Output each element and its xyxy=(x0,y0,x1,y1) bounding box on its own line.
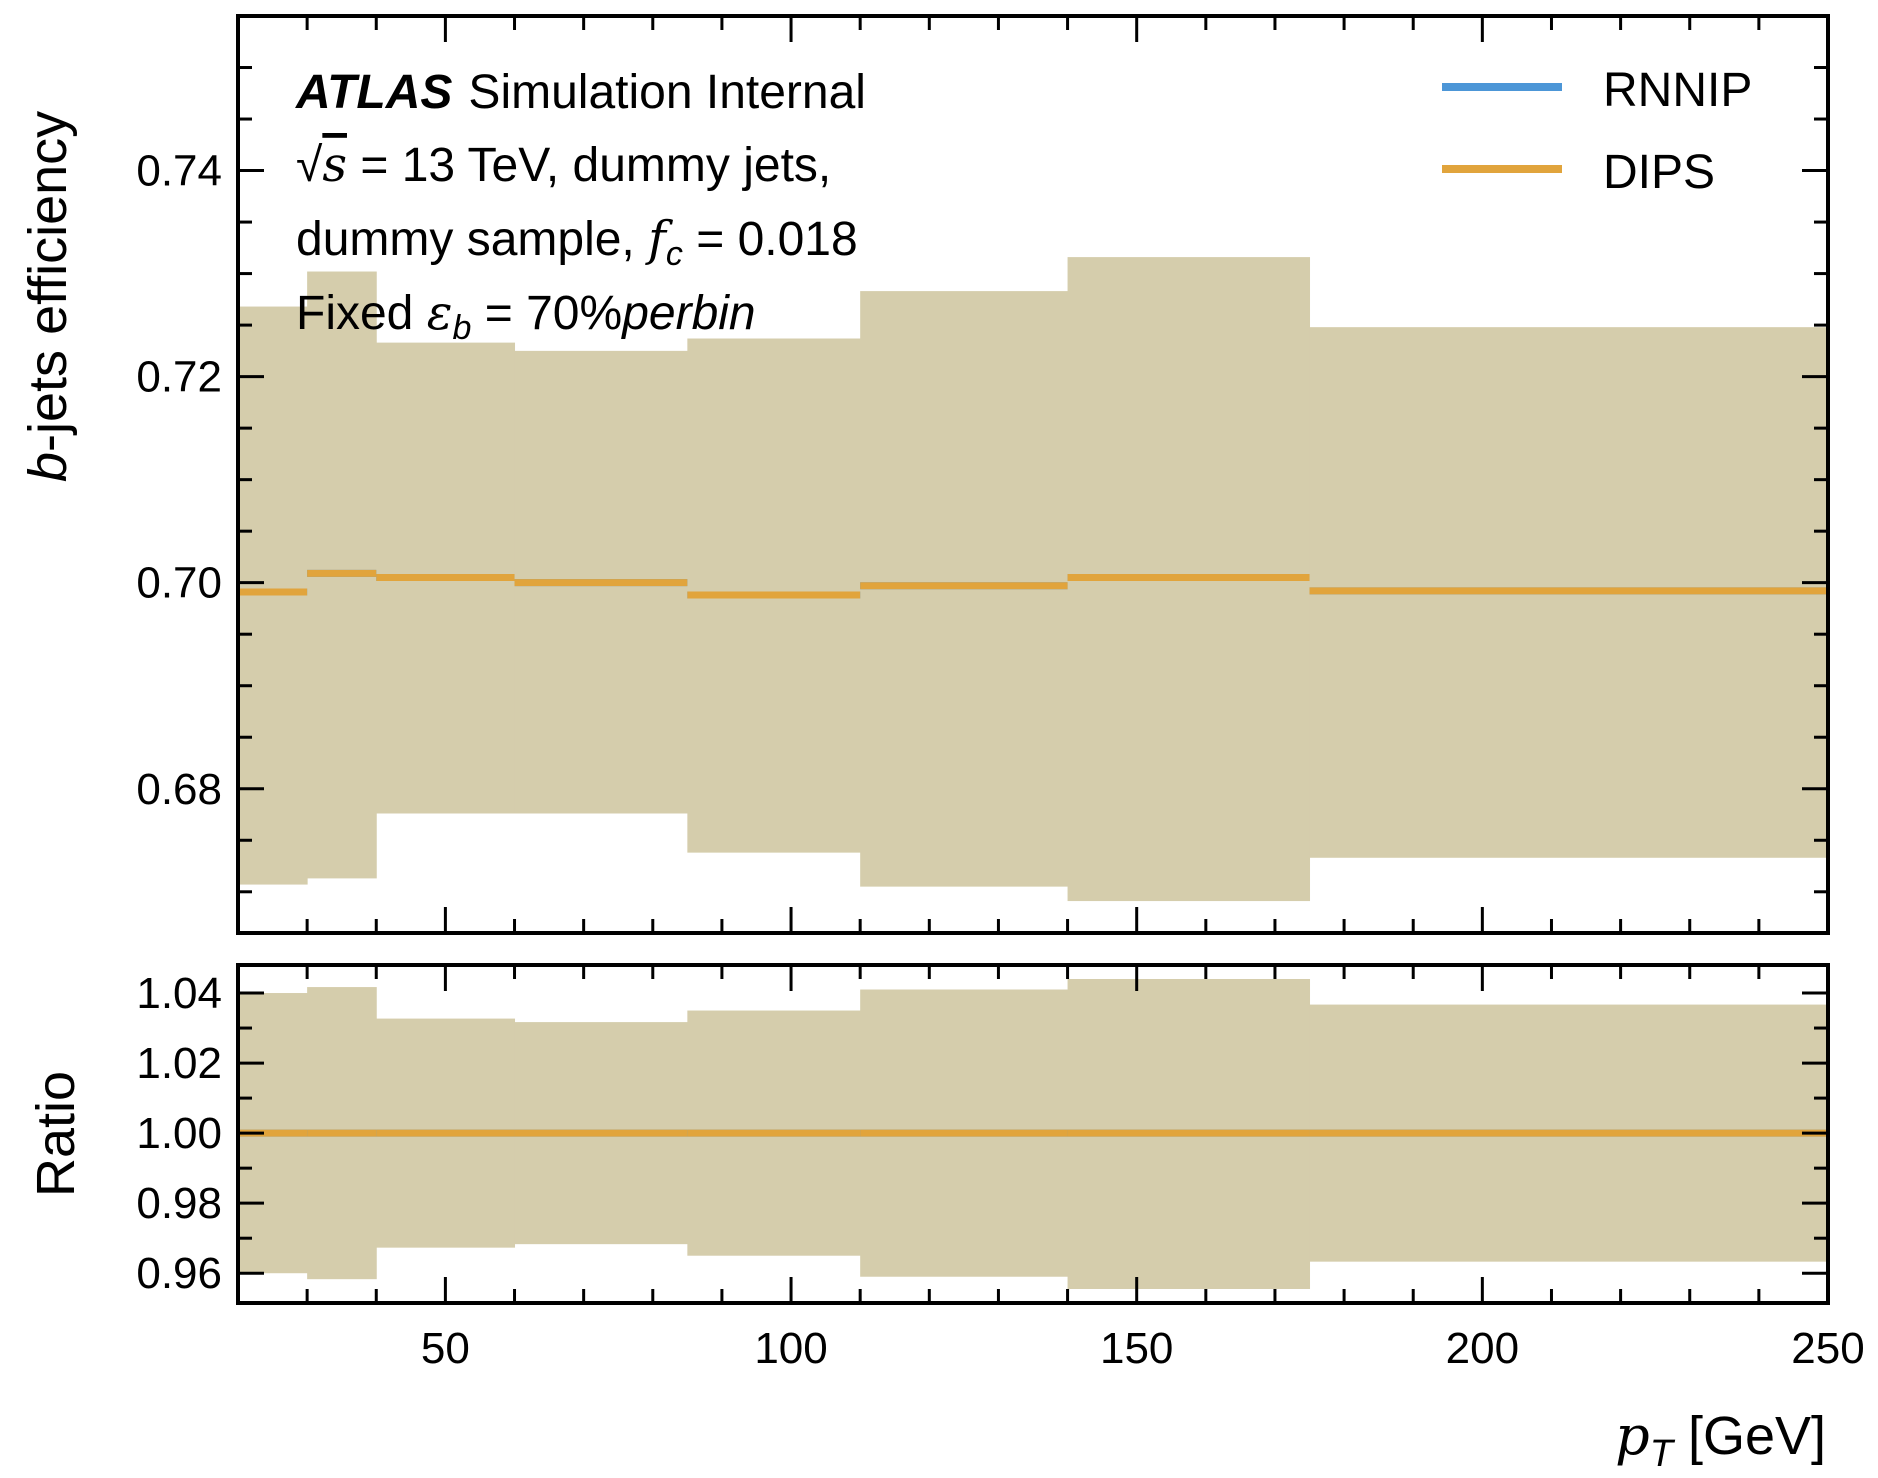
ratio-axis-ticks: 0.96 0.98 1.00 1.02 1.04 50 100 150 200 250 xyxy=(136,965,1865,1373)
x-tick-label: 250 xyxy=(1791,1324,1864,1373)
y-tick-label: 0.72 xyxy=(136,353,222,402)
y-tick-label: 0.98 xyxy=(136,1179,222,1228)
y-tick-label: 0.74 xyxy=(136,147,222,196)
x-tick-label: 200 xyxy=(1446,1324,1519,1373)
sqrt-symbol: √ xyxy=(296,139,323,192)
fc-subscript: c xyxy=(666,235,683,273)
x-tick-label: 50 xyxy=(421,1324,470,1373)
energy-text: = 13 TeV, dummy jets, xyxy=(347,139,831,192)
svg-text:√s = 13 TeV, dummy jets,: √s = 13 TeV, dummy jets, xyxy=(296,137,831,193)
wp-value: = 70% xyxy=(471,287,622,340)
x-axis-label: pT [GeV] xyxy=(1615,1404,1826,1475)
band-bin xyxy=(238,306,308,885)
ratio-y-axis-label: Ratio xyxy=(26,1071,86,1197)
fixed-text: Fixed xyxy=(296,287,427,340)
main-plot-frame xyxy=(236,14,1830,935)
atlas-rest: Simulation Internal xyxy=(468,66,866,119)
legend-label-rnnip: RNNIP xyxy=(1603,64,1752,117)
ratio-plot-frame xyxy=(236,963,1830,1305)
atlas-annotation: ATLAS Simulation Internal √s = 13 TeV, du… xyxy=(295,66,866,347)
legend-label-dips: DIPS xyxy=(1603,146,1715,199)
main-series-lines xyxy=(238,569,1828,599)
perbin-text: perbin xyxy=(620,287,755,340)
y-tick-label: 1.02 xyxy=(136,1039,222,1088)
svg-text:Fixed εb = 70%perbin: Fixed εb = 70%perbin xyxy=(296,285,756,347)
atlas-label: ATLAS xyxy=(295,66,452,119)
svg-text:dummy sample, fc = 0.018: dummy sample, fc = 0.018 xyxy=(296,211,858,273)
y-tick-label: 0.68 xyxy=(136,765,222,814)
main-panel: 0.68 0.70 0.72 0.74 ATLAS Simulation Interna… xyxy=(18,14,1830,935)
sqrt-s: s xyxy=(322,137,347,193)
x-tick-label: 100 xyxy=(754,1324,827,1373)
y-tick-label: 1.00 xyxy=(136,1109,222,1158)
y-tick-label: 0.70 xyxy=(136,559,222,608)
y-tick-label: 1.04 xyxy=(136,969,222,1018)
main-axis-ticks: 0.68 0.70 0.72 0.74 xyxy=(136,14,1830,933)
main-y-axis-label: b-jets efficiency xyxy=(18,111,78,482)
fc-value: = 0.018 xyxy=(683,213,858,266)
x-tick-label: 150 xyxy=(1100,1324,1173,1373)
sample-text: dummy sample, xyxy=(296,213,648,266)
eps-subscript: b xyxy=(452,309,471,347)
ratio-panel: 0.96 0.98 1.00 1.02 1.04 50 100 150 200 250 Ratio… xyxy=(26,963,1865,1475)
eps-symbol: ε xyxy=(427,285,453,341)
y-tick-label: 0.96 xyxy=(136,1249,222,1298)
legend: RNNIP DIPS xyxy=(1442,64,1752,199)
